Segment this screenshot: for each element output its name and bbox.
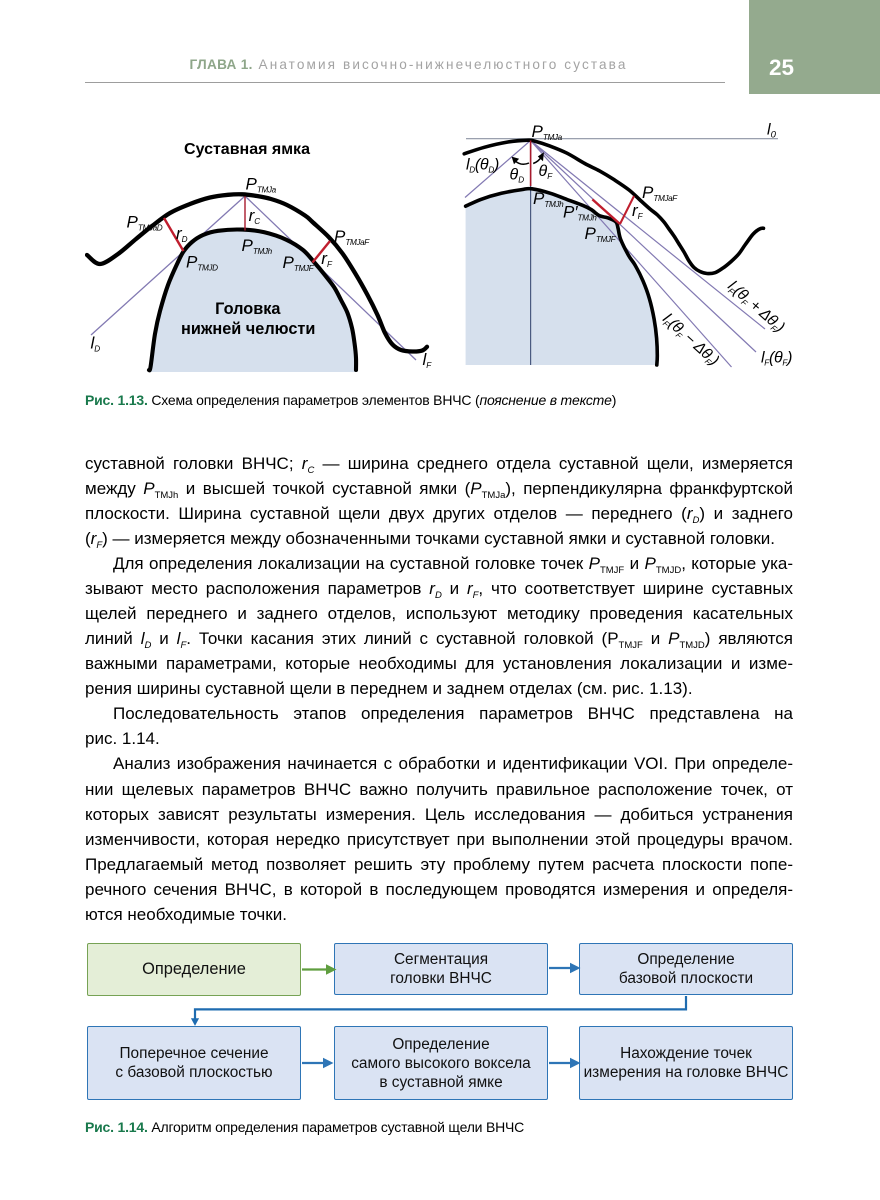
svg-text:PTMJaF: PTMJaF — [334, 227, 370, 247]
svg-text:Суставная ямка: Суставная ямка — [184, 141, 310, 158]
svg-text:PTMJaF: PTMJaF — [642, 183, 678, 203]
svg-text:PTMJa: PTMJa — [246, 175, 277, 195]
svg-text:lF(θF − ΔθF): lF(θF − ΔθF) — [659, 310, 722, 370]
svg-text:rF: rF — [321, 249, 333, 269]
svg-text:θD: θD — [510, 167, 525, 185]
svg-text:lF: lF — [423, 350, 433, 370]
svg-text:lF(θF): lF(θF) — [761, 350, 792, 368]
svg-text:lF(θF + ΔθF): lF(θF + ΔθF) — [724, 278, 788, 337]
svg-text:θF: θF — [539, 163, 554, 181]
svg-text:rD: rD — [176, 224, 188, 244]
svg-text:lD(θD): lD(θD) — [466, 157, 499, 175]
svg-text:Головка: Головка — [215, 300, 281, 318]
svg-text:нижней челюсти: нижней челюсти — [181, 320, 315, 338]
svg-text:l0: l0 — [767, 121, 777, 140]
svg-text:lD: lD — [91, 334, 101, 354]
svg-text:PTMJa: PTMJa — [532, 122, 563, 142]
